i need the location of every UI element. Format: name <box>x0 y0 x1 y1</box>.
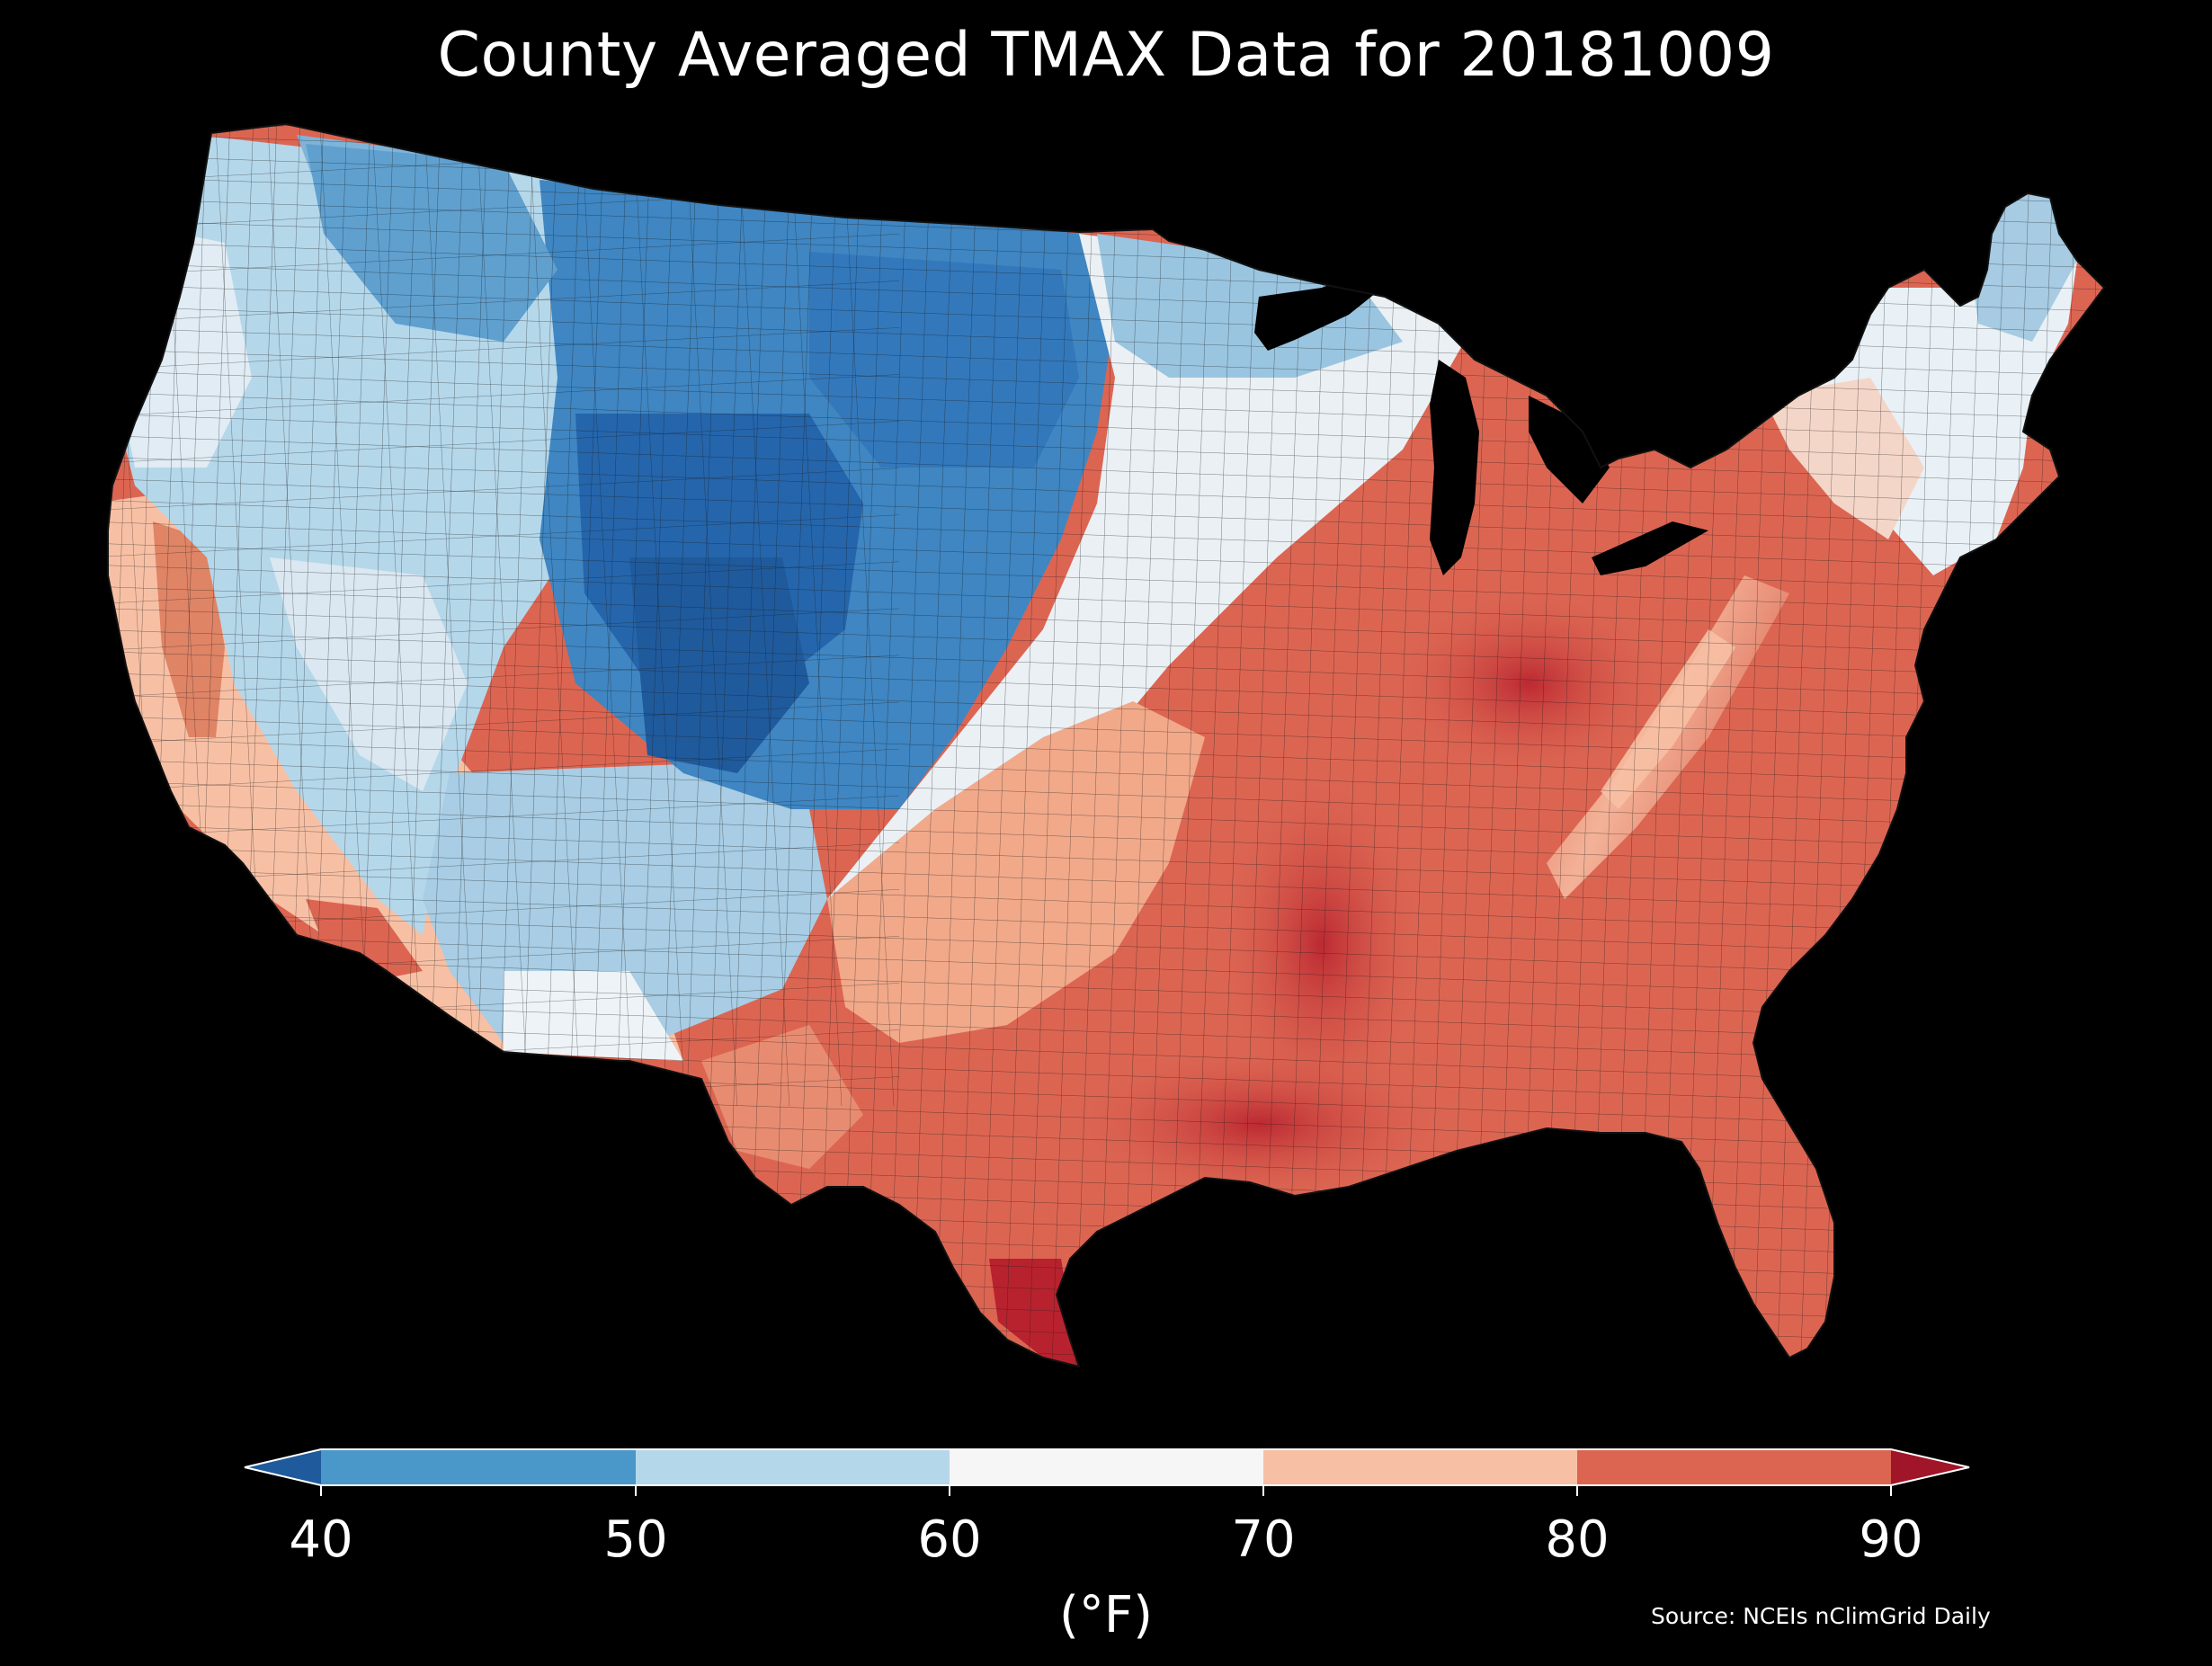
source-credit: Source: NCEIs nClimGrid Daily <box>1651 1603 1991 1629</box>
colorbar-tick-label-50: 50 <box>603 1510 668 1569</box>
lake-erie <box>1592 521 1708 575</box>
colorbar-tick-label-90: 90 <box>1859 1510 1923 1569</box>
colorbar-bin-above-90 <box>1891 1449 1969 1485</box>
lake-michigan <box>1430 360 1479 575</box>
colorbar-bin-70-80 <box>1263 1449 1577 1485</box>
colorbar-bin-50-60 <box>636 1449 950 1485</box>
us-outline <box>107 122 2106 1368</box>
colorbar-bin-40-50 <box>321 1449 636 1485</box>
colorbar-unit-label: (°F) <box>1059 1586 1153 1644</box>
map-title: County Averaged TMAX Data for 20181009 <box>437 20 1775 91</box>
colorbar-tick-label-40: 40 <box>289 1510 353 1569</box>
colorbar-bin-below-40 <box>245 1449 321 1485</box>
colorbar-bin-80-90 <box>1577 1449 1891 1485</box>
colorbar-bin-60-70 <box>950 1449 1263 1485</box>
lake-huron <box>1529 396 1610 503</box>
colorbar-tick-label-70: 70 <box>1231 1510 1296 1569</box>
colorbar-tick-label-60: 60 <box>917 1510 982 1569</box>
colorbar-tick-label-80: 80 <box>1545 1510 1610 1569</box>
